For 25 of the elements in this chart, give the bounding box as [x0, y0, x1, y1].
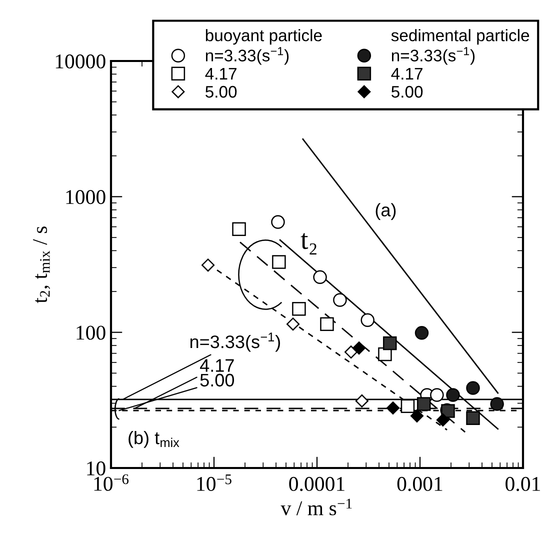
- x-tick-label: 0.001: [397, 476, 442, 492]
- y-tick-label: 10: [87, 461, 106, 476]
- legend-label: n=3.33(s$^{−1}$): [206, 47, 289, 65]
- y-tick-label: 10000: [56, 54, 106, 68]
- annotation: 4.17: [200, 359, 234, 372]
- text: buoyant particle: [206, 29, 322, 45]
- x-tick-label: 0.01: [506, 476, 540, 492]
- legend-label: 5.00: [206, 86, 237, 98]
- legend-label: n=3.33(s$^{−1}$): [392, 47, 475, 65]
- y-axis-title: t$_{2}$, t$_{mix}$ / s: [33, 226, 50, 304]
- legend-label: 4.17: [391, 68, 422, 80]
- x-axis-title: v / m s$^{−1}$: [280, 498, 352, 516]
- text: sedimental particle: [391, 29, 530, 45]
- legend-label: 5.00: [392, 86, 423, 98]
- x-tick-label: 10$^{−6}$: [94, 474, 129, 491]
- annotation: (a): [376, 203, 396, 220]
- annotation: 5.00: [200, 374, 234, 387]
- annotation: t₂: [300, 233, 316, 254]
- y-tick-label: 1000: [66, 190, 106, 204]
- x-tick-label: 10$^{−5}$: [197, 474, 232, 491]
- annotation: (b) t$_{mix}$: [128, 431, 180, 448]
- legend-label: 4.17: [205, 68, 236, 80]
- x-tick-label: 0.0001: [289, 476, 344, 492]
- annotation: n=3.33(s$^{−1}$): [190, 332, 280, 352]
- y-tick-label: 100: [76, 326, 106, 340]
